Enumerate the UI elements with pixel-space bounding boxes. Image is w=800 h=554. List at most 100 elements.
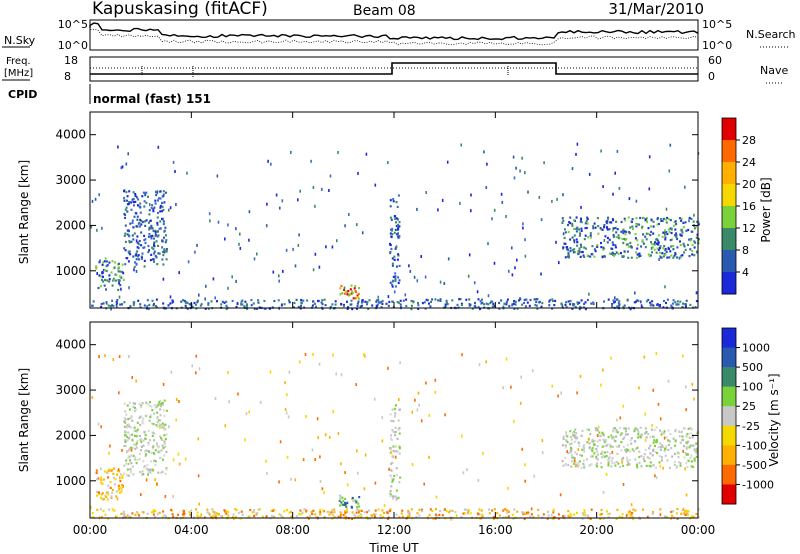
scatter-cell (355, 307, 358, 310)
scatter-cell (346, 293, 349, 296)
scatter-cell (697, 223, 700, 226)
scatter-cell (161, 205, 164, 208)
scatter-cell (148, 203, 151, 207)
scatter-cell (132, 402, 135, 405)
scatter-cell (455, 514, 458, 518)
scatter-cell (465, 298, 468, 301)
scatter-cell (265, 224, 268, 228)
scatter-cell (616, 508, 619, 511)
scatter-cell (338, 499, 341, 502)
scatter-cell (270, 509, 273, 512)
scatter-cell (101, 492, 104, 495)
scatter-cell (578, 249, 581, 252)
scatter-cell (124, 224, 127, 227)
scatter-cell (156, 230, 159, 233)
scatter-cell (121, 483, 123, 487)
colorbar-segment (722, 184, 736, 207)
scatter-cell (607, 436, 610, 439)
scatter-cell (552, 511, 555, 514)
scatter-cell (359, 305, 362, 308)
scatter-cell (153, 403, 156, 407)
scatter-cell (389, 413, 392, 416)
scatter-cell (601, 450, 604, 453)
scatter-cell (641, 225, 644, 228)
scatter-cell (609, 446, 612, 449)
scatter-cell (388, 300, 391, 303)
scatter-cell (621, 513, 624, 516)
scatter-cell (668, 169, 671, 173)
scatter-cell (609, 221, 612, 224)
scatter-cell (394, 434, 397, 437)
scatter-cell (695, 447, 698, 450)
scatter-cell (163, 399, 166, 402)
scatter-cell (350, 299, 353, 302)
scatter-cell (123, 464, 126, 467)
scatter-cell (163, 248, 166, 251)
scatter-cell (302, 299, 305, 302)
scatter-cell (685, 408, 687, 412)
scatter-cell (194, 303, 197, 306)
scatter-cell (129, 305, 132, 308)
scatter-cell (124, 208, 127, 211)
scatter-cell (592, 227, 595, 230)
scatter-cell (671, 455, 674, 458)
scatter-cell (102, 302, 105, 305)
scatter-cell (555, 240, 557, 244)
scatter-cell (358, 505, 361, 508)
scatter-cell (615, 236, 618, 239)
scatter-cell (247, 515, 250, 518)
scatter-cell (154, 230, 157, 234)
scatter-cell (175, 397, 178, 401)
scatter-cell (317, 299, 319, 303)
scatter-cell (107, 498, 109, 502)
scatter-cell (510, 385, 512, 389)
scatter-cell (135, 435, 138, 438)
scatter-cell (300, 513, 303, 516)
scatter-cell (402, 299, 405, 302)
scatter-cell (603, 224, 606, 227)
scatter-cell (685, 493, 688, 497)
scatter-cell (106, 264, 109, 267)
scatter-cell (104, 494, 107, 497)
scatter-cell (600, 466, 603, 469)
scatter-cell (123, 444, 126, 448)
scatter-cell (152, 509, 155, 512)
nave-label: Nave (760, 64, 788, 77)
scatter-cell (506, 298, 509, 301)
scatter-cell (503, 302, 506, 305)
scatter-cell (695, 291, 698, 295)
scatter-cell (193, 301, 196, 305)
scatter-cell (561, 444, 564, 447)
colorbar-segment (722, 386, 736, 407)
scatter-cell (160, 449, 163, 452)
scatter-cell (140, 223, 143, 226)
scatter-cell (661, 219, 664, 223)
scatter-cell (111, 304, 114, 307)
scatter-cell (349, 288, 352, 291)
scatter-cell (127, 423, 130, 426)
scatter-cell (339, 504, 341, 507)
scatter-cell (240, 510, 243, 513)
scatter-cell (145, 449, 148, 452)
scatter-cell (650, 230, 653, 233)
colorbar-segment (722, 445, 736, 466)
scatter-cell (159, 425, 161, 429)
scatter-cell (290, 510, 292, 514)
scatter-cell (198, 367, 201, 371)
scatter-cell (632, 518, 635, 521)
scatter-cell (302, 458, 305, 462)
scatter-cell (148, 233, 151, 236)
scatter-cell (581, 512, 584, 515)
scatter-cell (101, 278, 103, 281)
scatter-cell (365, 152, 368, 156)
scatter-cell (124, 434, 126, 437)
scatter-cell (149, 414, 152, 417)
scatter-cell (462, 471, 465, 475)
scatter-cell (364, 354, 366, 358)
scatter-cell (562, 219, 565, 222)
scatter-cell (608, 455, 611, 458)
scatter-cell (671, 305, 674, 308)
scatter-cell (388, 467, 390, 471)
scatter-cell (573, 251, 576, 254)
scatter-cell (156, 199, 159, 202)
